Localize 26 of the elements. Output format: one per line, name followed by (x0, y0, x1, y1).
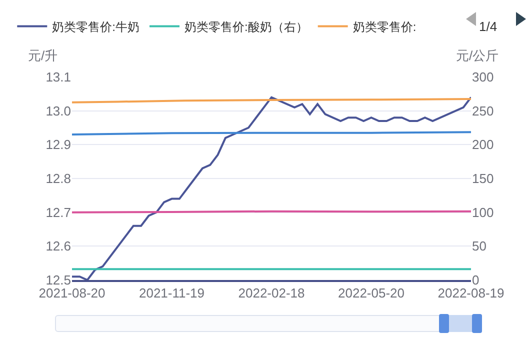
y-tick-label: 12.8 (46, 171, 71, 186)
y-tick-label: 12.9 (46, 137, 71, 152)
y2-tick-label: 50 (472, 238, 486, 254)
x-tick-label: 2022-02-18 (238, 286, 305, 301)
x-tick-label: 2021-11-19 (138, 286, 205, 301)
y2-tick-label: 300 (472, 70, 494, 85)
y-tick-label: 12.6 (46, 238, 71, 254)
y2-axis-title: 元/公斤 (456, 48, 499, 63)
y2-tick-label: 250 (472, 103, 494, 118)
line-series (72, 96, 471, 280)
x-tick-label: 2022-08-19 (438, 286, 504, 301)
y2-tick-label: 100 (472, 204, 494, 220)
y2-tick-label: 200 (472, 137, 494, 152)
x-tick-label: 2022-05-20 (338, 286, 404, 301)
legend-label: 奶类零售价:酸奶（右） (184, 20, 308, 34)
y2-tick-label: 0 (472, 272, 480, 288)
y-tick-label: 12.5 (46, 272, 71, 288)
y-axis-title: 元/升 (28, 48, 58, 63)
y-tick-label: 13.1 (46, 70, 71, 85)
y2-tick-label: 150 (472, 171, 494, 186)
y-tick-label: 12.7 (46, 204, 71, 220)
legend-label: 奶类零售价: (352, 20, 416, 34)
text: 1/4 (479, 19, 498, 34)
y-tick-label: 13.0 (46, 103, 71, 118)
x-tick-label: 2021-08-20 (38, 286, 106, 301)
legend-label: 奶类零售价:牛奶 (52, 20, 140, 34)
